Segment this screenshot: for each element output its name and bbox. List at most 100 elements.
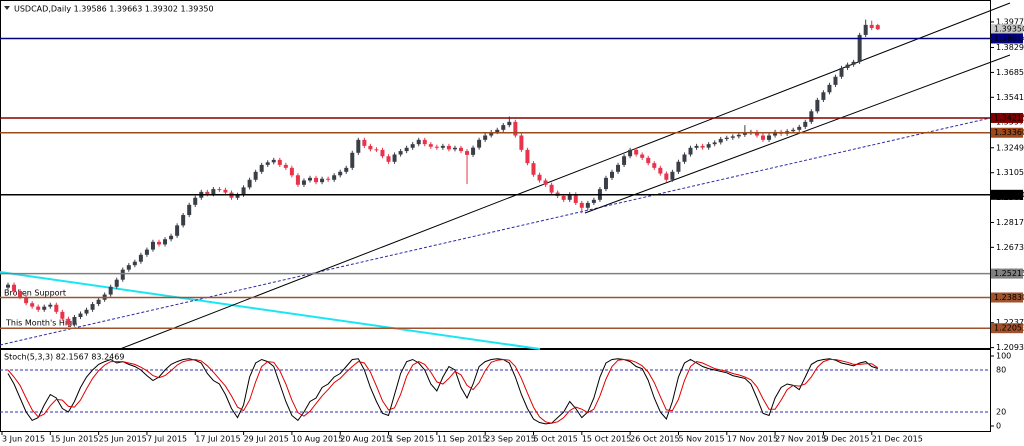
price-tag xyxy=(991,323,1023,334)
candle-body xyxy=(573,194,578,203)
stoch-line xyxy=(7,358,878,425)
candle-body xyxy=(374,149,379,151)
candle-body xyxy=(591,199,596,203)
price-tag-label: 1.38814 xyxy=(994,34,1024,43)
candle-body xyxy=(90,304,95,310)
candle-body xyxy=(724,137,729,139)
x-tick-label: 10 Aug 2015 xyxy=(292,435,343,444)
candle-body xyxy=(434,146,439,148)
channel-lower xyxy=(584,54,1011,214)
price-tag xyxy=(991,189,1023,200)
y-tick-label: 80 xyxy=(996,366,1006,375)
candle-body xyxy=(845,64,850,68)
candle-body xyxy=(809,111,814,122)
candle-body xyxy=(398,151,403,155)
candle-body xyxy=(525,149,530,164)
y-tick-label: 1.39770 xyxy=(996,17,1024,26)
candle-body xyxy=(664,173,669,180)
candle-body xyxy=(585,202,590,208)
x-tick-label: 27 Nov 2015 xyxy=(775,435,826,444)
candle-body xyxy=(326,178,331,180)
candle-body xyxy=(289,167,294,176)
y-tick-label: 1.32490 xyxy=(996,143,1024,152)
candle-body xyxy=(144,249,149,255)
candle-body xyxy=(187,204,192,216)
annotation: Broken Support xyxy=(4,289,66,298)
x-tick-label: 23 Sep 2015 xyxy=(485,435,536,444)
y-tick-label: 1.22370 xyxy=(996,318,1024,327)
candle-body xyxy=(217,189,222,191)
candle-body xyxy=(138,254,143,262)
candle-body xyxy=(308,177,312,181)
candle-body xyxy=(350,152,355,168)
x-tick-label: 5 Oct 2015 xyxy=(534,435,578,444)
x-tick-label: 15 Oct 2015 xyxy=(582,435,631,444)
candle-body xyxy=(356,139,361,153)
channel-upper xyxy=(119,2,1011,350)
candle-body xyxy=(265,162,270,165)
candle-body xyxy=(392,154,397,162)
x-tick-label: 29 Jul 2015 xyxy=(244,435,289,444)
candle-body xyxy=(78,313,83,318)
header-arrow xyxy=(4,6,10,10)
candle-body xyxy=(857,34,862,62)
candle-body xyxy=(603,177,608,190)
candle-body xyxy=(833,76,838,85)
candle-body xyxy=(368,145,373,150)
candle-body xyxy=(531,163,536,175)
candle-body xyxy=(519,135,524,150)
dotted-trendline xyxy=(0,117,991,346)
candle-body xyxy=(452,147,457,150)
candle-body xyxy=(48,304,53,307)
candle-body xyxy=(791,129,796,132)
candle-body xyxy=(803,121,808,127)
candle-body xyxy=(60,311,65,319)
candle-body xyxy=(277,159,282,165)
price-tag-label: 1.22053 xyxy=(994,324,1024,333)
x-tick-label: 20 Aug 2015 xyxy=(340,435,391,444)
candle-body xyxy=(477,139,482,148)
candle-body xyxy=(446,145,451,150)
candle-body xyxy=(712,142,717,145)
candle-body xyxy=(120,269,125,280)
candle-body xyxy=(694,145,699,148)
candle-body xyxy=(670,171,675,180)
candle-body xyxy=(634,149,639,155)
price-tag xyxy=(991,112,1023,123)
x-tick-label: 26 Oct 2015 xyxy=(630,435,679,444)
candle-body xyxy=(295,175,300,185)
candle-body xyxy=(362,139,367,146)
candle-body xyxy=(561,196,566,200)
candle-body xyxy=(742,132,747,135)
candle-body xyxy=(54,304,59,312)
candle-body xyxy=(404,147,409,152)
price-panel-frame xyxy=(0,0,991,349)
candle-body xyxy=(773,131,778,136)
price-tag-label: 1.33360 xyxy=(994,128,1024,137)
candle-body xyxy=(36,306,41,310)
candle-body xyxy=(483,135,488,140)
candle-body xyxy=(150,241,155,250)
x-tick-label: 5 Nov 2015 xyxy=(678,435,724,444)
candle-body xyxy=(108,286,113,295)
candle-body xyxy=(567,194,572,200)
candle-body xyxy=(428,144,433,147)
candle-body xyxy=(736,134,741,137)
x-tick-label: 21 Dec 2015 xyxy=(872,435,923,444)
y-tick-label: 1.28170 xyxy=(996,218,1024,227)
x-tick-label: 9 Dec 2015 xyxy=(823,435,869,444)
y-tick-label: 1.38290 xyxy=(996,43,1024,52)
y-tick-label: 1.36850 xyxy=(996,68,1024,77)
candle-body xyxy=(301,180,306,185)
candle-body xyxy=(579,202,584,208)
y-tick-label: 100 xyxy=(996,352,1011,361)
candle-body xyxy=(700,145,705,148)
x-tick-label: 1 Sep 2015 xyxy=(389,435,435,444)
price-tag-label: 1.34215 xyxy=(994,113,1024,122)
candle-body xyxy=(12,284,17,292)
candle-body xyxy=(489,132,494,136)
candle-body xyxy=(869,24,874,28)
candle-body xyxy=(839,67,844,77)
candle-body xyxy=(767,135,772,140)
chart-title: USDCAD,Daily 1.39586 1.39663 1.39302 1.3… xyxy=(14,5,214,14)
